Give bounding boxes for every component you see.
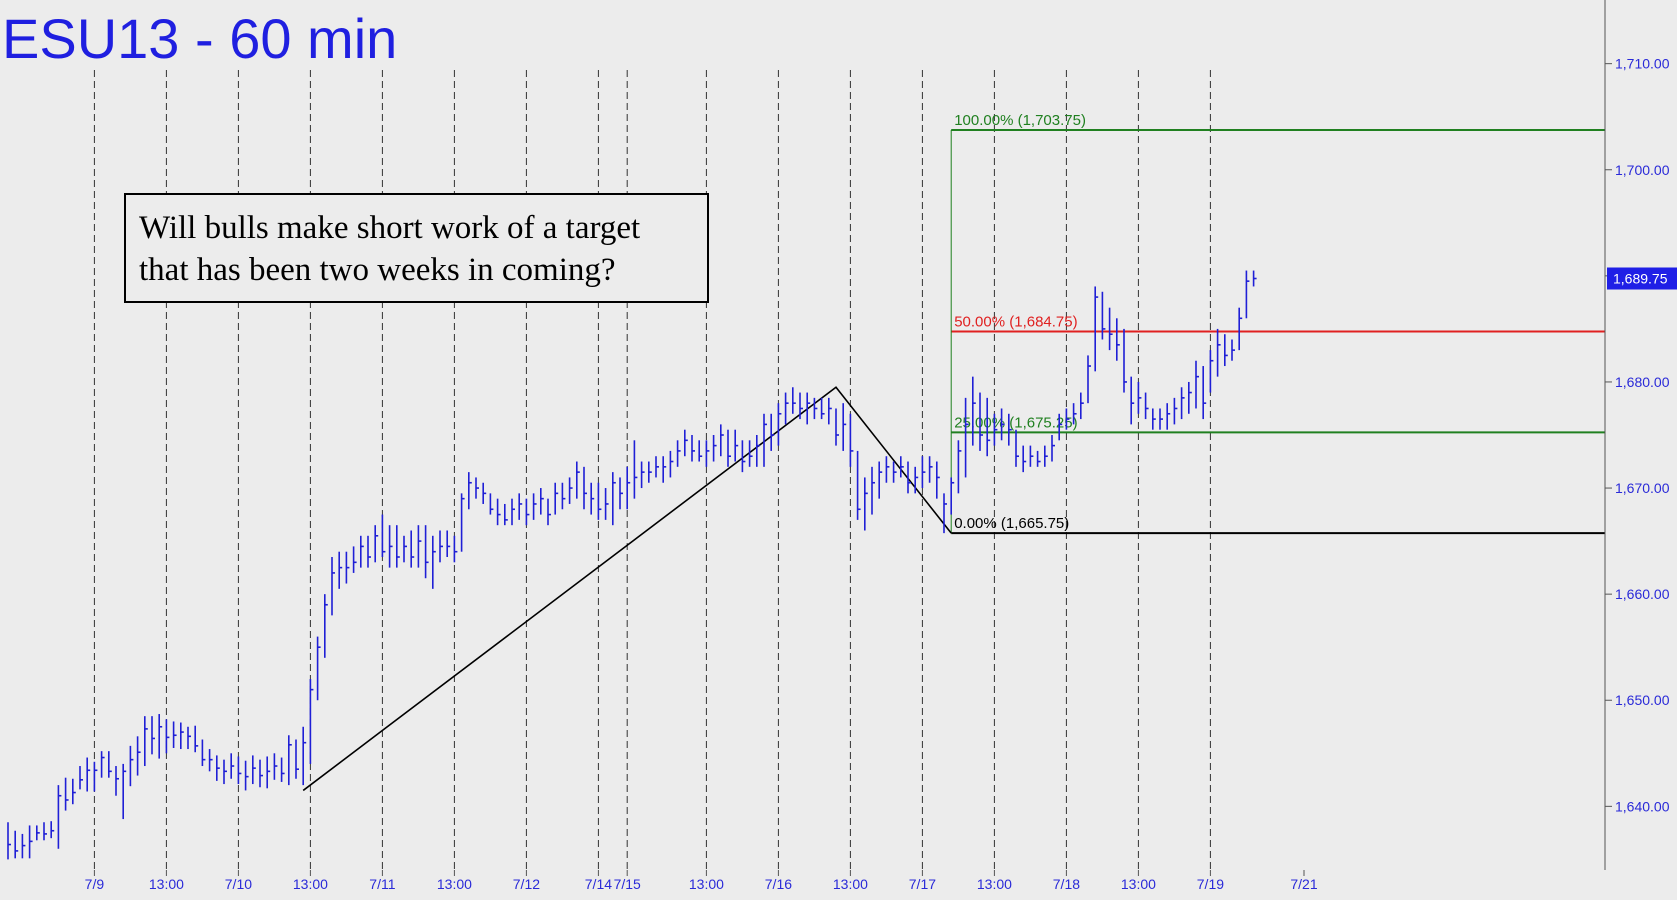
x-tick-label: 13:00 bbox=[149, 876, 184, 892]
x-tick-label: 7/10 bbox=[225, 876, 252, 892]
fibonacci-levels: 100.00% (1,703.75) 50.00% (1,684.75) 25.00… bbox=[950, 112, 1605, 535]
x-tick-label: 7/17 bbox=[909, 876, 936, 892]
x-tick-label: 13:00 bbox=[977, 876, 1012, 892]
x-tick-label: 13:00 bbox=[689, 876, 724, 892]
x-tick-label: 13:00 bbox=[293, 876, 328, 892]
fib-level-label: 100.00% (1,703.75) bbox=[954, 112, 1086, 129]
x-tick-label: 7/9 bbox=[85, 876, 105, 892]
x-tick-label: 7/14 bbox=[585, 876, 612, 892]
x-tick-label: 7/15 bbox=[614, 876, 641, 892]
annotation-box: Will bulls make short work of a target t… bbox=[124, 193, 709, 303]
fib-level-label: 25.00% (1,675.25) bbox=[954, 414, 1077, 431]
y-tick-label: 1,650.00 bbox=[1615, 692, 1670, 708]
time-axis: 7/9 13:00 7/10 13:00 7/11 13:00 7/12 7/14 7/15 13… bbox=[85, 870, 1318, 892]
x-tick-label: 7/12 bbox=[513, 876, 540, 892]
annotation-frame bbox=[124, 193, 709, 303]
price-bars bbox=[7, 270, 1257, 860]
y-tick-label: 1,700.00 bbox=[1615, 162, 1670, 178]
x-tick-label: 7/19 bbox=[1197, 876, 1224, 892]
y-tick-label: 1,670.00 bbox=[1615, 480, 1670, 496]
x-tick-label: 13:00 bbox=[437, 876, 472, 892]
y-tick-label: 1,710.00 bbox=[1615, 56, 1670, 72]
fib-level-label: 0.00% (1,665.75) bbox=[954, 515, 1069, 532]
x-tick-label: 13:00 bbox=[1121, 876, 1156, 892]
swing-polyline bbox=[302, 386, 952, 792]
annotation-line-1: Will bulls make short work of a target bbox=[139, 210, 640, 246]
fib-level-label: 50.00% (1,684.75) bbox=[954, 314, 1077, 331]
last-price-box bbox=[1607, 267, 1677, 290]
last-price-label: 1,689.75 bbox=[1613, 271, 1668, 287]
x-tick-label: 7/18 bbox=[1053, 876, 1080, 892]
y-tick-label: 1,640.00 bbox=[1615, 798, 1670, 814]
swing-line bbox=[302, 386, 952, 792]
chart-title: ESU13 - 60 min bbox=[2, 7, 397, 70]
x-tick-label: 7/16 bbox=[765, 876, 792, 892]
last-price-marker: 1,689.75 bbox=[1607, 267, 1677, 290]
annotation-line-2: that has been two weeks in coming? bbox=[139, 252, 616, 288]
y-tick-label: 1,660.00 bbox=[1615, 586, 1670, 602]
x-tick-label: 13:00 bbox=[833, 876, 868, 892]
y-tick-label: 1,680.00 bbox=[1615, 374, 1670, 390]
x-tick-label: 7/11 bbox=[369, 876, 395, 892]
x-tick-label: 7/21 bbox=[1290, 876, 1317, 892]
